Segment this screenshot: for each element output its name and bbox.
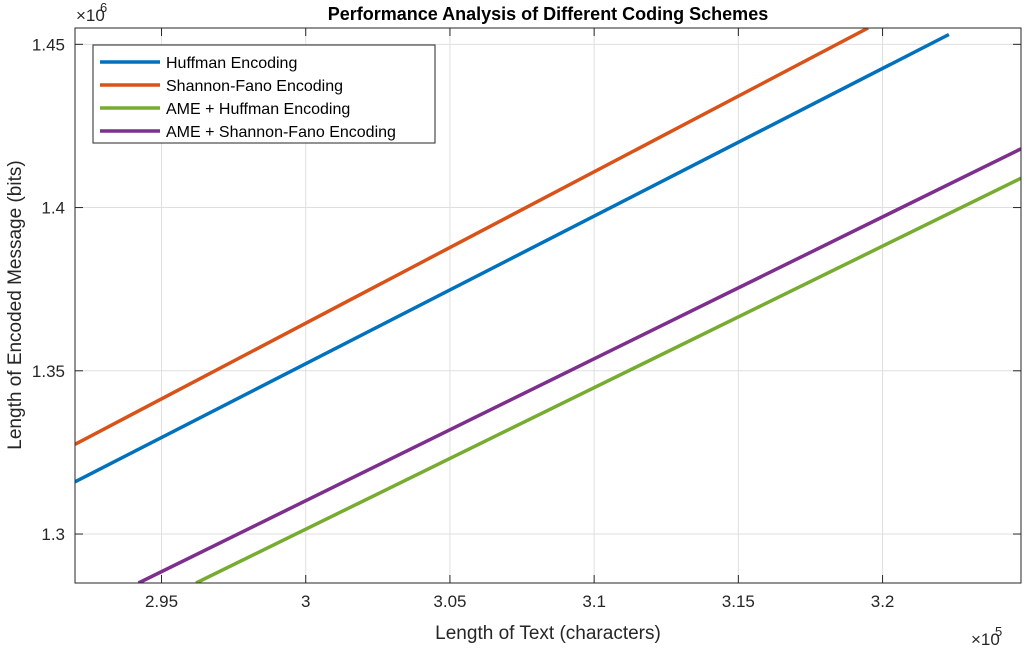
x-axis-ticks: 2.95 3 3.05 3.1 3.15 3.2 bbox=[145, 28, 894, 611]
y-tick-label: 1.3 bbox=[41, 525, 65, 544]
x-exponent-power: 5 bbox=[995, 624, 1002, 639]
x-tick-label: 3.15 bbox=[722, 592, 755, 611]
x-axis-label: Length of Text (characters) bbox=[435, 623, 661, 644]
legend: Huffman Encoding Shannon-Fano Encoding AME… bbox=[92, 44, 436, 144]
y-tick-label: 1.35 bbox=[32, 362, 65, 381]
y-axis-label: Length of Encoded Message (bits) bbox=[5, 160, 26, 449]
series-line-1 bbox=[75, 32, 950, 484]
series-line-2 bbox=[75, 28, 869, 446]
y-axis-exponent: ×10 6 bbox=[76, 0, 107, 25]
chart-title: Performance Analysis of Different Coding… bbox=[328, 4, 768, 24]
x-tick-label: 3.2 bbox=[871, 592, 895, 611]
y-axis-ticks: 1.3 1.35 1.4 1.45 bbox=[32, 35, 1021, 544]
y-tick-label: 1.45 bbox=[32, 35, 65, 54]
series-line-3 bbox=[195, 176, 1021, 583]
legend-entry-label: Huffman Encoding bbox=[166, 55, 297, 72]
series-line-4 bbox=[137, 147, 1021, 583]
y-exponent-base: ×10 bbox=[76, 6, 105, 25]
x-tick-label: 3 bbox=[301, 592, 310, 611]
x-exponent-base: ×10 bbox=[971, 630, 1000, 649]
x-tick-label: 2.95 bbox=[145, 592, 178, 611]
legend-entry-label: AME + Shannon-Fano Encoding bbox=[166, 124, 396, 141]
legend-entry-label: Shannon-Fano Encoding bbox=[166, 78, 343, 95]
series-lines bbox=[75, 28, 1021, 583]
legend-entry-label: AME + Huffman Encoding bbox=[166, 101, 350, 118]
y-tick-label: 1.4 bbox=[41, 199, 65, 218]
y-exponent-power: 6 bbox=[100, 0, 107, 15]
x-tick-label: 3.05 bbox=[433, 592, 466, 611]
plot-area-frame bbox=[74, 27, 1022, 584]
x-axis-exponent: ×10 5 bbox=[971, 624, 1002, 649]
x-tick-label: 3.1 bbox=[582, 592, 606, 611]
